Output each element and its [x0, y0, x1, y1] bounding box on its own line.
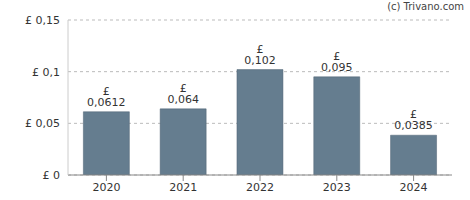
svg-text:£ 0,15: £ 0,15	[25, 14, 60, 27]
svg-text:2020: 2020	[92, 181, 120, 194]
svg-text:2022: 2022	[246, 181, 274, 194]
svg-text:£ 0,1: £ 0,1	[32, 66, 60, 79]
svg-text:2023: 2023	[323, 181, 351, 194]
svg-text:£0,102: £0,102	[244, 43, 276, 67]
svg-text:2024: 2024	[400, 181, 428, 194]
svg-text:£ 0: £ 0	[43, 169, 61, 182]
svg-text:2021: 2021	[169, 181, 197, 194]
html-text:(c) Trivano.com: (c) Trivano.com	[387, 1, 464, 12]
svg-text:£0,0385: £0,0385	[394, 108, 433, 132]
svg-text:£0,095: £0,095	[321, 50, 353, 74]
svg-text:£0,0612: £0,0612	[87, 85, 126, 109]
svg-text:£ 0,05: £ 0,05	[25, 117, 60, 130]
svg-text:£0,064: £0,064	[167, 82, 199, 106]
